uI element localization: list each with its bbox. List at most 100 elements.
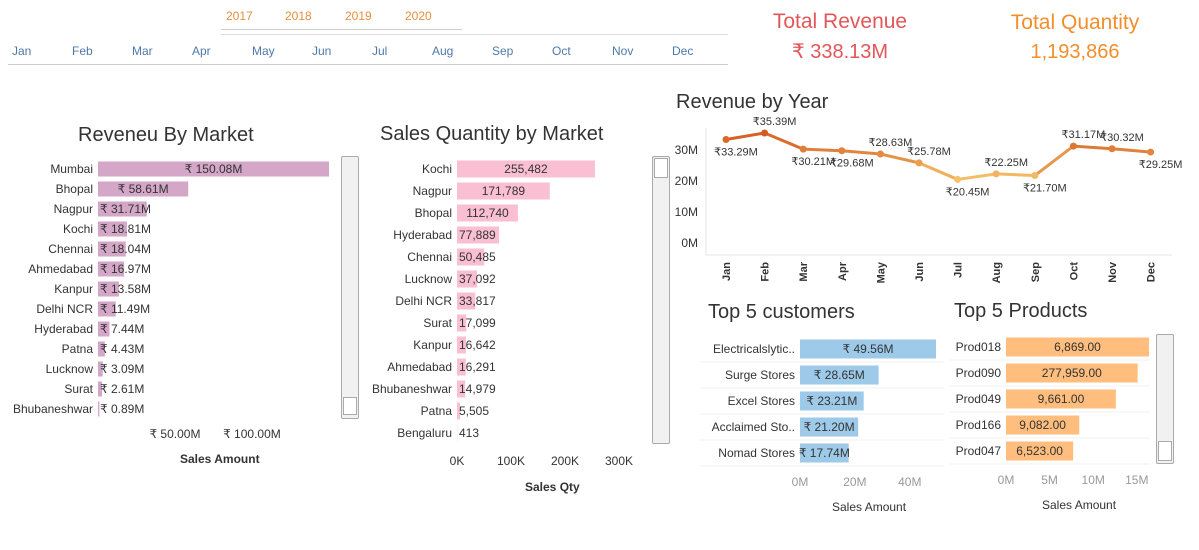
revenue-by-year-y-tick-label: 30M <box>675 143 698 157</box>
revenue-by-market-tick-label: ₹ 100.00M <box>223 427 281 441</box>
top5-products-scrollbar[interactable] <box>1156 334 1174 464</box>
top5-customers-tick-label: 0M <box>792 475 809 489</box>
revenue-by-market-tick-label: ₹ 50.00M <box>149 427 200 441</box>
sales-qty-by-market-scroll-thumb[interactable] <box>654 158 668 178</box>
top5-products-category-label: Prod049 <box>956 392 1002 406</box>
revenue-by-year-value-label: ₹29.25M <box>1139 159 1183 171</box>
revenue-by-market-bar <box>98 361 103 377</box>
top5-customers-category-label: Nomad Stores <box>718 446 795 460</box>
revenue-by-market-category-label: Hyderabad <box>34 322 93 336</box>
month-filter-oct[interactable]: Oct <box>552 44 571 58</box>
sales-qty-by-market-scrollbar[interactable] <box>652 156 670 444</box>
revenue-by-market-value-label: ₹ 18.81M <box>100 222 151 236</box>
revenue-by-year-x-tick-label: Jan <box>721 262 733 281</box>
year-filter-2017[interactable]: 2017 <box>226 9 253 23</box>
top5-customers-bar <box>800 391 864 411</box>
sales-qty-by-market-bar <box>457 292 476 310</box>
top5-products-scroll-thumb[interactable] <box>1158 441 1172 461</box>
month-filter-may[interactable]: May <box>252 44 275 58</box>
revenue-by-market-value-label: ₹ 150.08M <box>185 162 243 176</box>
revenue-by-year-x-tick-label: Jul <box>953 262 965 278</box>
revenue-by-year-y-tick-label: 20M <box>675 174 698 188</box>
sales-qty-by-market-category-label: Kochi <box>422 162 452 176</box>
revenue-by-market-bar <box>98 301 116 317</box>
top5-products-value-label: 6,523.00 <box>1016 444 1063 458</box>
top5-customers-value-label: ₹ 17.74M <box>799 446 850 460</box>
sales-qty-by-market-value-label: 14,979 <box>459 382 496 396</box>
month-filter-jul[interactable]: Jul <box>372 44 388 58</box>
month-filter-nov[interactable]: Nov <box>612 44 634 58</box>
sales-qty-by-market-tick-label: 0K <box>450 454 465 468</box>
month-filter-jan[interactable]: Jan <box>12 44 32 58</box>
revenue-by-year-line-segment <box>763 131 805 151</box>
sales-qty-by-market-value-label: 17,099 <box>459 316 496 330</box>
kpi-total-revenue-value: ₹ 338.13M <box>791 41 889 63</box>
month-filter-dec[interactable]: Dec <box>672 44 694 58</box>
revenue-by-market-scrollbar[interactable] <box>341 156 359 419</box>
sales-qty-by-market-bar <box>457 314 467 332</box>
sales-qty-by-market-value-label: 77,889 <box>459 228 496 242</box>
month-filter-divider-bottom <box>8 64 728 65</box>
top5-products-xlabel: Sales Amount <box>1042 498 1117 512</box>
revenue-by-year-x-tick-label: Sep <box>1030 262 1042 282</box>
top5-products-title: Top 5 Products <box>954 300 1088 322</box>
year-filter-2019[interactable]: 2019 <box>345 9 372 23</box>
year-filter-2020[interactable]: 2020 <box>405 9 432 23</box>
revenue-by-year-value-label: ₹25.78M <box>907 146 951 158</box>
sales-qty-by-market-value-label: 112,740 <box>466 206 509 220</box>
year-filter-2018[interactable]: 2018 <box>285 9 312 23</box>
revenue-by-year-line-segment <box>724 131 767 142</box>
sales-qty-by-market-bar <box>457 182 550 200</box>
top5-products-tick-label: 5M <box>1041 473 1058 487</box>
revenue-by-market-value-label: ₹ 16.97M <box>100 262 151 276</box>
month-filter-sep[interactable]: Sep <box>492 44 514 58</box>
sales-qty-by-market-title: Sales Quantity by Market <box>380 123 604 145</box>
revenue-by-market-category-label: Bhubaneshwar <box>13 402 93 416</box>
top5-products-category-label: Prod018 <box>956 340 1002 354</box>
month-filter-aug[interactable]: Aug <box>432 44 454 58</box>
revenue-by-year-value-label: ₹28.63M <box>869 137 913 149</box>
sales-qty-by-market-value-label: 5,505 <box>459 404 489 418</box>
revenue-by-market-bar <box>98 381 103 397</box>
revenue-by-year-line-segment <box>956 172 998 181</box>
top5-products-value-label: 9,661.00 <box>1038 392 1085 406</box>
revenue-by-year-line-segment <box>878 152 921 165</box>
revenue-by-year-point <box>1108 145 1116 153</box>
revenue-by-market-bar <box>98 201 147 217</box>
revenue-by-year-value-label: ₹30.21M <box>791 156 835 168</box>
top5-customers-tick-label: 40M <box>898 475 921 489</box>
top5-customers-title: Top 5 customers <box>708 301 855 323</box>
kpi-total-revenue-title: Total Revenue <box>772 10 908 33</box>
revenue-by-market-value-label: ₹ 31.71M <box>100 202 151 216</box>
sales-qty-by-market-value-label: 171,789 <box>482 184 526 198</box>
sales-qty-by-market-bar <box>457 402 460 420</box>
revenue-by-market-xlabel: Sales Amount <box>180 452 260 466</box>
revenue-by-market-bar <box>98 341 105 357</box>
revenue-by-year-point <box>838 147 846 155</box>
top5-products-category-label: Prod090 <box>956 366 1002 380</box>
revenue-by-market-scroll-thumb[interactable] <box>343 397 357 415</box>
revenue-by-market-category-label: Nagpur <box>54 202 93 216</box>
revenue-by-year-value-label: ₹30.32M <box>1100 132 1144 144</box>
revenue-by-year-point <box>1031 172 1039 180</box>
month-filter-mar[interactable]: Mar <box>132 44 153 58</box>
revenue-by-year-point <box>761 129 769 137</box>
top5-customers-bar <box>800 365 879 385</box>
revenue-by-market-bar <box>98 261 125 277</box>
revenue-by-year-x-tick-label: Apr <box>837 261 849 281</box>
revenue-by-year-point <box>1147 148 1155 156</box>
revenue-by-year-line-segment <box>1071 144 1114 151</box>
kpi-total-quantity-value: 1,193,866 <box>1030 41 1120 63</box>
month-filter-apr[interactable]: Apr <box>192 44 211 58</box>
revenue-by-year-line-segment <box>801 147 844 153</box>
revenue-by-year-value-label: ₹29.68M <box>830 158 874 170</box>
revenue-by-market-category-label: Kochi <box>63 222 93 236</box>
month-filter-jun[interactable]: Jun <box>312 44 332 58</box>
month-filter-feb[interactable]: Feb <box>72 44 93 58</box>
top5-customers-value-label: ₹ 21.20M <box>804 420 855 434</box>
top5-products-value-label: 6,869.00 <box>1054 340 1101 354</box>
